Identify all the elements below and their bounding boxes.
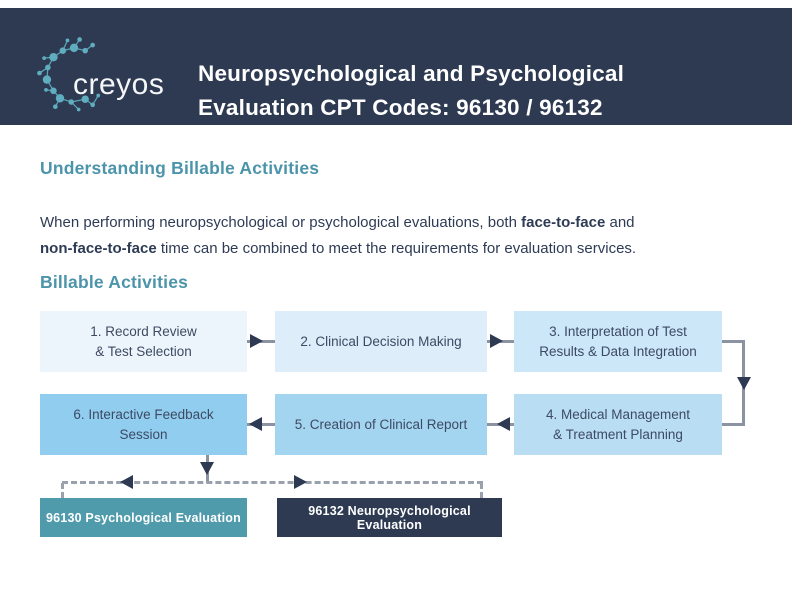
arrow-left-icon-5-6 — [249, 417, 262, 431]
flow-step-1-line2: & Test Selection — [95, 343, 192, 359]
intro-text-mid: and — [605, 214, 635, 231]
intro-bold-face-to-face: face-to-face — [521, 214, 606, 231]
dashed-drop-left — [61, 483, 64, 498]
flow-step-6: 6. Interactive Feedback Session — [40, 394, 247, 455]
understanding-heading: Understanding Billable Activities — [40, 158, 320, 178]
dashed-branch-line — [62, 481, 483, 484]
flow-step-2: 2. Clinical Decision Making — [275, 311, 487, 372]
arrow-left-icon-branch — [120, 475, 133, 489]
flow-step-4-line1: 4. Medical Management — [545, 406, 691, 422]
arrow-right-icon-branch — [294, 475, 307, 489]
billable-heading: Billable Activities — [40, 272, 189, 292]
flow-step-3: 3. Interpretation of Test Results & Data… — [514, 311, 722, 372]
creyos-logo-text: creyos — [73, 68, 165, 101]
flow-step-4-line2: & Treatment Planning — [553, 426, 683, 442]
creyos-logo-icon — [37, 37, 101, 112]
flow-step-3-line2: Results & Data Integration — [539, 343, 697, 359]
outcome-96132-neuropsychological: 96132 Neuropsychological Evaluation — [277, 498, 502, 537]
intro-paragraph: When performing neuropsychological or ps… — [40, 210, 740, 262]
arrow-left-icon-4-5 — [497, 417, 510, 431]
flow-step-5: 5. Creation of Clinical Report — [275, 394, 487, 455]
flow-step-4: 4. Medical Management & Treatment Planni… — [514, 394, 722, 455]
outcome-96130-label: 96130 Psychological Evaluation — [46, 510, 241, 525]
flow-step-6-line1: 6. Interactive Feedback — [73, 406, 214, 422]
page-title-line1: Neuropsychological and Psychological — [198, 61, 625, 87]
arrow-right-icon-1-2 — [250, 334, 263, 348]
outcome-96132-label: 96132 Neuropsychological Evaluation — [308, 503, 471, 532]
dashed-drop-right — [480, 483, 483, 498]
flow-step-1-line1: 1. Record Review — [90, 323, 197, 339]
intro-text-start: When performing neuropsychological or ps… — [40, 214, 522, 231]
connector-line-3-out — [722, 340, 745, 343]
connector-line-4-in — [722, 423, 745, 426]
page-title: Neuropsychological and Psychological Eval… — [198, 57, 624, 125]
flow-step-2-line1: 2. Clinical Decision Making — [300, 333, 462, 349]
header-banner: creyos Neuropsychological and Psychologi… — [0, 8, 792, 125]
arrow-right-icon-2-3 — [490, 334, 503, 348]
flow-step-1: 1. Record Review & Test Selection — [40, 311, 247, 372]
arrow-down-icon-6 — [200, 462, 214, 475]
outcome-96130-psychological: 96130 Psychological Evaluation — [40, 498, 247, 537]
flow-step-3-line1: 3. Interpretation of Test — [549, 323, 687, 339]
intro-bold-non-face-to-face: non-face-to-face — [40, 240, 157, 257]
page-title-line2: Evaluation CPT Codes: 96130 / 96132 — [198, 95, 603, 121]
flow-step-6-line2: Session — [119, 426, 168, 442]
arrow-down-icon-3-4 — [737, 377, 751, 390]
intro-text-end: time can be combined to meet the require… — [156, 240, 637, 257]
flow-step-5-line1: 5. Creation of Clinical Report — [294, 416, 468, 432]
